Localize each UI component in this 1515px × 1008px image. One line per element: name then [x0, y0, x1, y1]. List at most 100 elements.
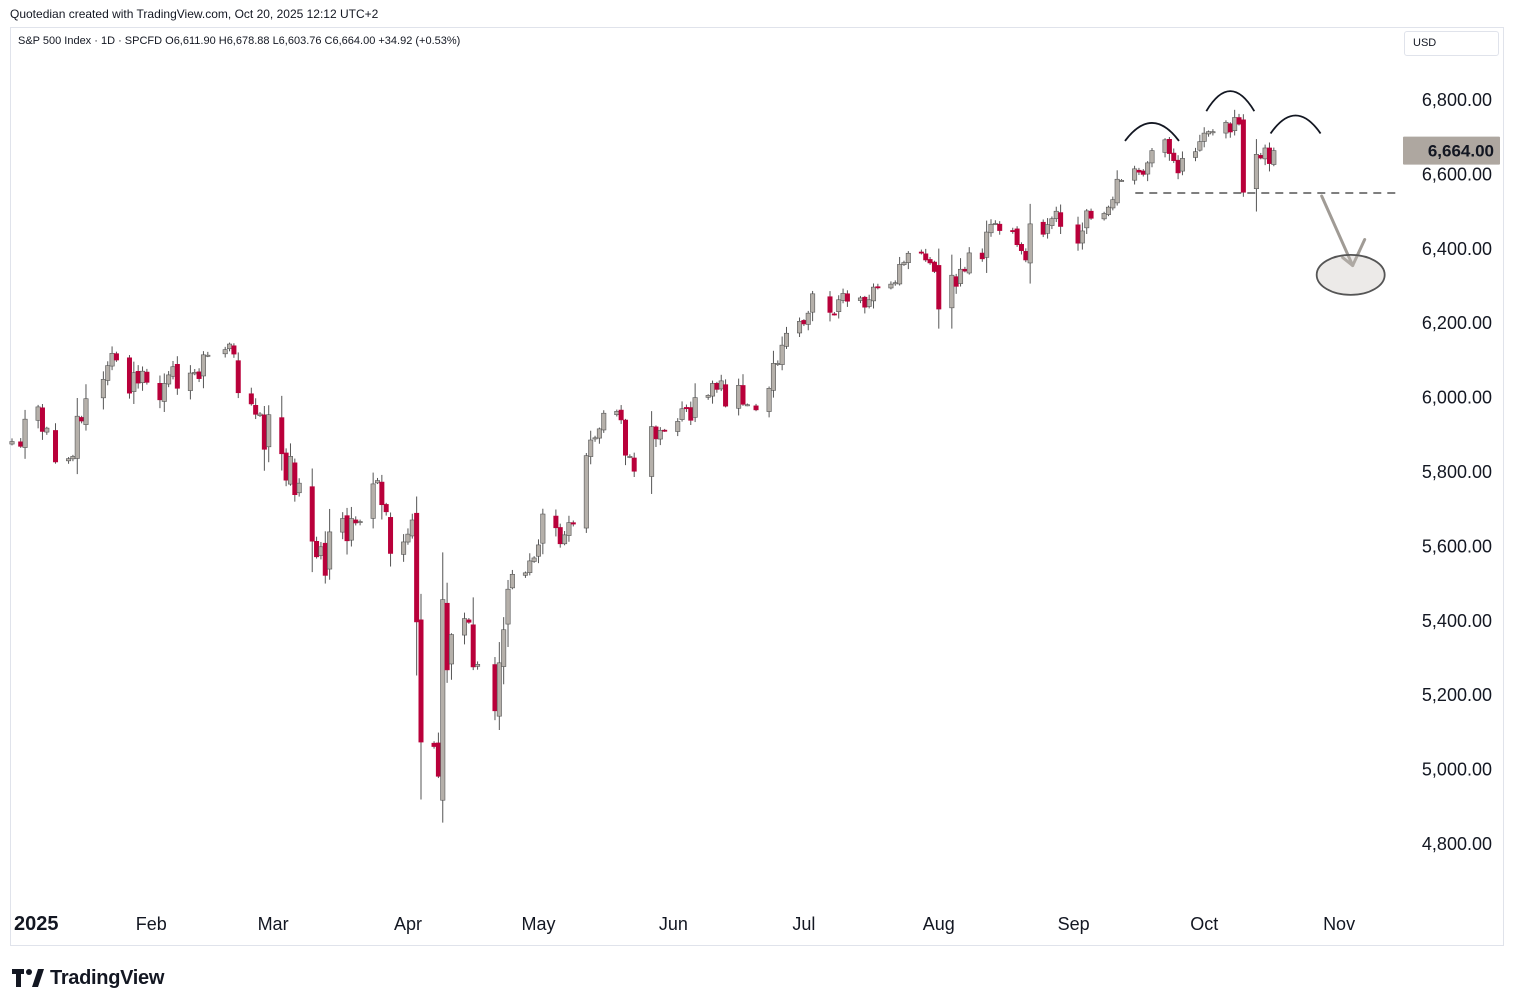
candle-body [105, 365, 111, 381]
time-axis[interactable]: 2025 Feb Mar Apr May Jun Jul Aug Sep Oct Nov [14, 913, 1355, 935]
candle-body [283, 452, 289, 481]
candle [688, 401, 694, 426]
candle-body [1079, 230, 1085, 244]
candle-body [844, 293, 850, 302]
candle-body [1088, 210, 1094, 219]
candle [174, 356, 180, 395]
candle [1240, 114, 1246, 197]
candle [113, 351, 119, 362]
candle [1058, 204, 1064, 235]
candle [53, 423, 59, 464]
candle [344, 507, 350, 555]
candle [566, 515, 572, 542]
candle-body [783, 332, 789, 347]
last-price-value: 6,664.00 [1428, 142, 1494, 161]
candle [631, 452, 637, 478]
x-tick-label: May [521, 914, 555, 934]
candle-body [740, 385, 746, 405]
candle [1145, 161, 1151, 182]
candle [966, 247, 972, 275]
candle-body [1201, 132, 1207, 142]
candle [653, 425, 659, 448]
candle-body [775, 363, 781, 365]
candle-body [192, 372, 198, 375]
candle [126, 355, 132, 399]
candle-body [875, 286, 881, 289]
candle-body [801, 320, 807, 325]
candle [1179, 151, 1185, 176]
candle [649, 411, 655, 494]
tradingview-logo[interactable]: TradingView [12, 965, 164, 991]
candle-body [601, 412, 607, 431]
candle-body [340, 518, 346, 533]
candle [1119, 178, 1125, 182]
candle-body [140, 370, 146, 384]
candle-body [692, 397, 698, 418]
y-tick-label: 6,800.00 [1422, 90, 1492, 110]
candle-body [653, 426, 659, 440]
tradingview-logo-text: TradingView [50, 966, 165, 989]
candle-body [1058, 212, 1064, 227]
currency-selector[interactable]: USD [1404, 31, 1499, 56]
candle-body [509, 573, 515, 589]
candle-body [470, 624, 476, 668]
candle [431, 741, 437, 749]
candle [897, 256, 903, 286]
candle-body [675, 421, 681, 432]
candle [418, 593, 424, 800]
candle-body [718, 380, 724, 390]
candle-body [126, 357, 132, 394]
candle-body [688, 407, 694, 421]
candle-body [144, 371, 150, 383]
candle-body [383, 504, 389, 513]
chart-caption: Quotedian created with TradingView.com, … [10, 7, 379, 21]
candle-body [1227, 123, 1233, 133]
candle [1140, 169, 1146, 177]
candle [905, 251, 911, 270]
x-tick-label: Sep [1058, 914, 1090, 934]
candle-body [588, 439, 594, 457]
symbol-legend[interactable]: S&P 500 Index · 1D · SPCFD O6,611.90 H6,… [18, 35, 461, 47]
x-tick-label: Feb [136, 914, 167, 934]
candle [527, 553, 533, 576]
candle-body [348, 518, 354, 541]
candle [675, 418, 681, 437]
x-tick-label: Apr [394, 914, 422, 934]
x-tick-label: 2025 [14, 913, 59, 935]
candle-body [370, 483, 376, 519]
candle [931, 260, 937, 274]
candle-body [831, 313, 837, 316]
candle [279, 395, 285, 471]
candle [192, 369, 198, 376]
candle [1266, 142, 1272, 172]
candle [657, 427, 663, 446]
candle-body [1179, 158, 1185, 172]
candle-body [388, 517, 394, 554]
x-tick-label: Jul [792, 914, 815, 934]
candle [1023, 248, 1029, 263]
candle-body [683, 407, 689, 410]
candle-body [248, 393, 254, 405]
candle [557, 523, 563, 548]
price-axis[interactable]: 6,800.00 6,600.00 6,400.00 6,200.00 6,000.00… [1422, 90, 1492, 854]
candle-body [627, 456, 633, 458]
candle-body [409, 519, 415, 537]
candle-body [623, 419, 629, 456]
candle [588, 430, 594, 465]
candle [831, 311, 837, 316]
candle [1271, 147, 1277, 167]
candle [187, 365, 193, 400]
candle-body [292, 462, 298, 495]
candle [462, 612, 468, 645]
y-tick-label: 5,400.00 [1422, 611, 1492, 631]
candle-body [418, 619, 424, 743]
candle-body [1197, 141, 1203, 151]
candle [888, 281, 894, 290]
candle-body [131, 372, 137, 392]
y-tick-label: 6,000.00 [1422, 388, 1492, 408]
candle-body [723, 384, 729, 407]
candle [1110, 196, 1116, 211]
candle [770, 350, 776, 398]
candle-body [649, 426, 655, 477]
